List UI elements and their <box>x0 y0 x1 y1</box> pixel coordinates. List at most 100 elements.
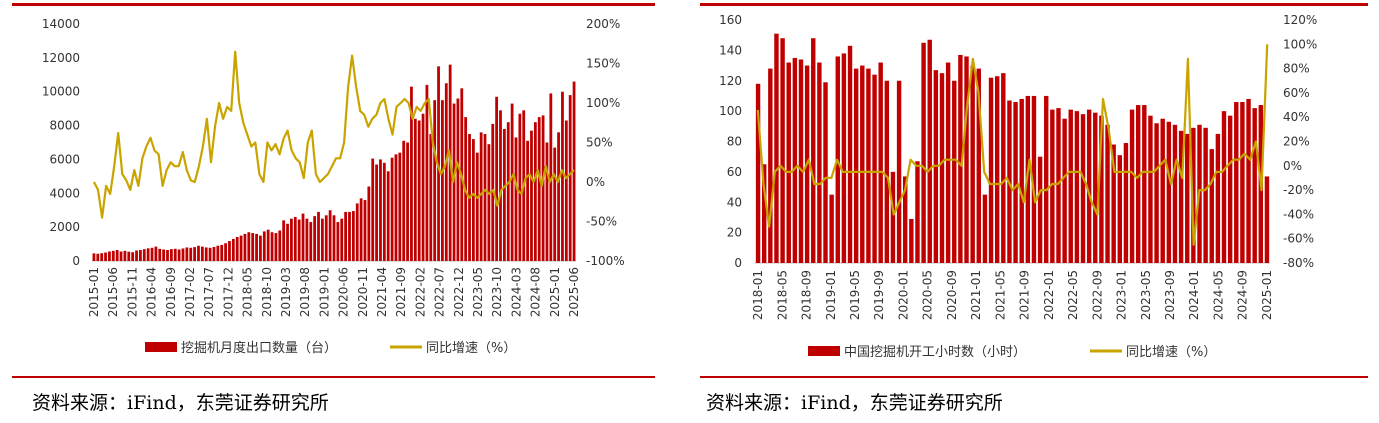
y-right-tick-label: -50% <box>586 215 617 229</box>
bar <box>108 251 111 261</box>
y-left-tick-label: 100 <box>719 104 742 118</box>
bar <box>878 62 883 264</box>
y-left-tick-label: 120 <box>719 74 742 88</box>
bar <box>853 68 859 263</box>
bar <box>1056 108 1061 264</box>
y-right-tick-label: 200% <box>586 17 620 31</box>
y-left-tick-label: 14000 <box>42 17 80 31</box>
x-tick-label: 2015-06 <box>106 267 120 317</box>
y-right-tick-label: 0% <box>586 175 605 189</box>
bar <box>348 211 351 261</box>
bar <box>786 62 791 264</box>
x-tick-label: 2021-01 <box>969 270 983 320</box>
bar <box>479 132 483 261</box>
bar <box>1246 98 1251 263</box>
bar <box>255 233 258 261</box>
bar <box>1129 109 1135 263</box>
bar <box>270 232 274 261</box>
x-tick-label: 2015-11 <box>125 267 139 317</box>
x-tick-label: 2017-07 <box>202 267 216 317</box>
bar <box>328 210 332 261</box>
bar <box>970 65 975 263</box>
bar <box>123 250 127 261</box>
bar <box>166 249 169 261</box>
y-right-tick-label: 80% <box>1283 62 1310 76</box>
bar <box>193 247 197 261</box>
bar <box>212 246 216 261</box>
bar <box>1160 118 1165 263</box>
bar <box>371 158 375 261</box>
y-right-tick-label: 20% <box>1283 135 1310 149</box>
bar <box>301 213 305 261</box>
bar <box>200 246 204 261</box>
bar <box>204 247 208 261</box>
bar <box>402 140 406 261</box>
y-left-tick-label: 8000 <box>49 119 80 133</box>
bar <box>131 252 135 261</box>
exports-chart: 14000 12000 10000 8000 6000 4000 2000 0 200% 150%… <box>42 17 625 356</box>
bar <box>290 218 293 261</box>
source-note: 资料来源：iFind，东莞证券研究所 <box>706 392 1003 414</box>
bar <box>1215 133 1221 263</box>
bar <box>896 80 902 263</box>
bar <box>761 164 767 263</box>
bar <box>185 247 189 261</box>
bar <box>433 100 437 261</box>
bar <box>425 84 429 261</box>
bar <box>549 93 553 262</box>
bar <box>220 244 224 261</box>
y-left-tick-label: 10000 <box>42 85 80 99</box>
bar <box>909 218 914 263</box>
bar <box>336 222 340 261</box>
bar <box>553 147 557 261</box>
bar <box>406 142 409 261</box>
bar <box>375 164 378 261</box>
y-left-tick-label: 60 <box>727 165 742 179</box>
bar <box>162 249 166 261</box>
bar <box>952 80 957 263</box>
bar <box>792 57 798 263</box>
bar <box>92 253 96 261</box>
bar <box>958 54 963 264</box>
bar <box>104 252 107 261</box>
bar <box>158 248 162 261</box>
bar <box>491 123 495 261</box>
bar <box>1117 155 1122 263</box>
bar <box>903 176 908 263</box>
bar <box>1234 102 1239 263</box>
bar <box>305 218 309 261</box>
x-tick-label: 2020-05 <box>921 270 935 320</box>
bar <box>945 62 951 264</box>
bar <box>1105 124 1110 263</box>
bar <box>483 134 487 261</box>
bar <box>146 248 150 261</box>
bar <box>872 74 877 263</box>
x-tick-label: 2019-01 <box>824 270 838 320</box>
x-tick-label: 2021-09 <box>394 267 408 317</box>
bar <box>100 253 104 261</box>
bar <box>111 250 115 261</box>
bar <box>344 211 348 261</box>
bar <box>1166 121 1172 263</box>
bar <box>251 233 255 261</box>
bar <box>829 194 834 263</box>
bar <box>475 152 479 261</box>
bar <box>860 65 865 263</box>
x-tick-label: 2022-09 <box>1090 270 1104 320</box>
bar <box>1111 144 1116 263</box>
x-tick-label: 2025-06 <box>567 267 581 317</box>
y-left-tick-label: 160 <box>719 13 742 27</box>
bar <box>379 159 382 261</box>
legend-bar-label: 挖掘机月度出口数量（台） <box>181 340 337 356</box>
bar <box>437 66 440 261</box>
x-tick-label: 2021-09 <box>1018 270 1032 320</box>
bar <box>530 130 533 261</box>
bar <box>150 247 154 261</box>
bar <box>1178 130 1184 263</box>
bar <box>811 38 816 263</box>
bar <box>410 86 413 261</box>
y-right-tick-label: -60% <box>1283 232 1314 246</box>
bar <box>841 53 847 263</box>
bar <box>363 200 367 261</box>
bar <box>768 68 773 263</box>
